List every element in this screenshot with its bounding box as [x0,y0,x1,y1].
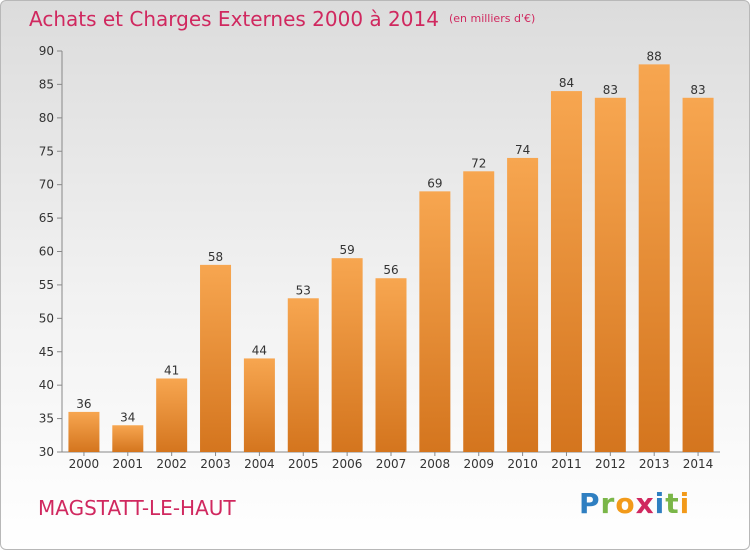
bar-value-label: 83 [603,83,618,97]
bar-value-label: 59 [339,243,354,257]
bar [68,411,100,452]
bar-value-label: 74 [515,143,530,157]
y-tick-label: 60 [39,245,54,259]
x-tick-label: 2005 [288,457,319,471]
y-tick-label: 65 [39,211,54,225]
bar-value-label: 53 [296,283,311,297]
bar [550,91,582,452]
y-tick-label: 80 [39,111,54,125]
bar [200,264,232,452]
x-tick-label: 2012 [595,457,626,471]
y-tick-label: 50 [39,311,54,325]
bar [594,97,626,453]
bar-value-label: 56 [383,263,398,277]
location-name: MAGSTATT-LE-HAUT [38,496,236,520]
bar-value-label: 34 [120,410,135,424]
x-tick-label: 2011 [551,457,582,471]
x-tick-label: 2009 [463,457,494,471]
y-tick-label: 85 [39,77,54,91]
bar-value-label: 83 [690,83,705,97]
bar [375,278,407,452]
x-tick-label: 2001 [113,457,144,471]
y-tick-label: 90 [39,44,54,58]
x-tick-label: 2007 [376,457,407,471]
x-tick-label: 2000 [69,457,100,471]
x-tick-label: 2003 [200,457,231,471]
y-tick-label: 70 [39,178,54,192]
bar-value-label: 41 [164,363,179,377]
proxiti-logo: Proxiti [579,487,691,520]
y-tick-label: 35 [39,412,54,426]
bar [419,191,451,452]
bar [287,298,319,452]
y-tick-label: 40 [39,378,54,392]
bar [243,358,275,452]
x-tick-label: 2013 [639,457,670,471]
y-tick-label: 45 [39,345,54,359]
x-tick-label: 2010 [507,457,538,471]
chart-unit: (en milliers d'€) [448,12,536,25]
bar [331,258,363,452]
y-tick-label: 30 [39,445,54,459]
chart-title: Achats et Charges Externes 2000 à 2014 [29,7,439,31]
bar-value-label: 72 [471,156,486,170]
bar-value-label: 58 [208,250,223,264]
y-tick-label: 55 [39,278,54,292]
bar [638,64,670,452]
bar-value-label: 84 [559,76,574,90]
bar [682,97,714,453]
bar-value-label: 88 [647,49,662,63]
bar [156,378,188,452]
bar-value-label: 36 [76,397,91,411]
x-tick-label: 2008 [420,457,451,471]
x-tick-label: 2004 [244,457,275,471]
x-tick-label: 2006 [332,457,363,471]
bar-value-label: 44 [252,343,267,357]
x-tick-label: 2002 [156,457,187,471]
y-tick-label: 75 [39,144,54,158]
bar [112,425,144,452]
bar-value-label: 69 [427,176,442,190]
bar [463,171,495,453]
chart-title-block: Achats et Charges Externes 2000 à 2014 (e… [29,7,535,31]
x-tick-label: 2014 [683,457,714,471]
bar [507,157,539,452]
